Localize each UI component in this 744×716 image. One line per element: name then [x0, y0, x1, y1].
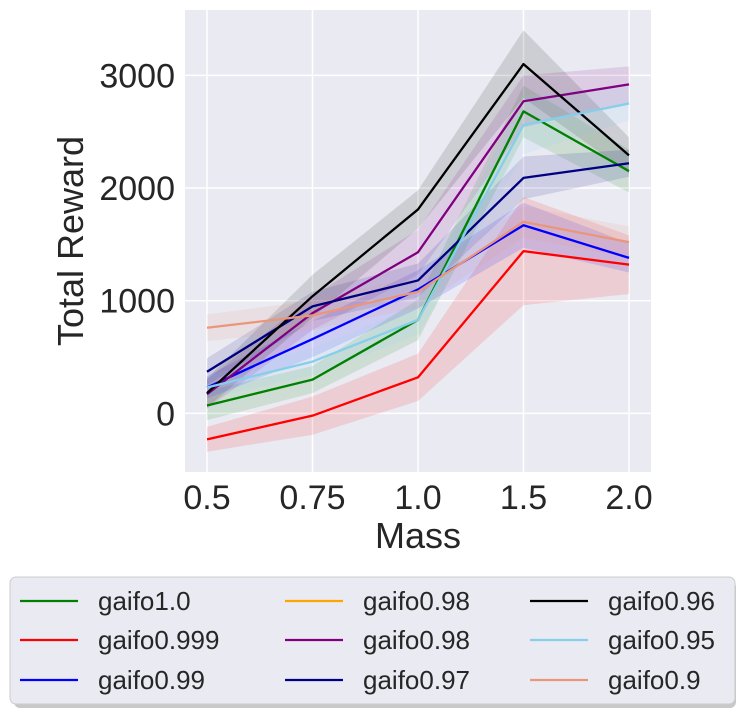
- confidence-band: [207, 66, 629, 409]
- confidence-band: [207, 85, 629, 421]
- y-tick-label: 1000: [99, 283, 175, 321]
- series-line: [206, 220, 630, 329]
- legend-label: gaifo0.999: [98, 625, 219, 655]
- series-line: [206, 224, 630, 389]
- y-tick-label: 3000: [99, 57, 175, 95]
- legend-label: gaifo0.96: [608, 586, 715, 616]
- x-axis-ticks: 0.5 0.75 1.0 1.5 2.0: [183, 479, 652, 517]
- x-tick-label: 1.5: [500, 479, 547, 517]
- series-lines: [206, 62, 630, 441]
- y-axis-label: Total Reward: [50, 136, 91, 346]
- x-axis-label: Mass: [375, 515, 461, 556]
- legend-label: gaifo0.99: [98, 665, 205, 695]
- confidence-band: [207, 197, 629, 452]
- legend-label: gaifo0.98: [363, 586, 470, 616]
- legend-label: gaifo1.0: [98, 586, 191, 616]
- x-tick-label: 1.0: [394, 479, 441, 517]
- legend-label: gaifo0.97: [363, 665, 470, 695]
- confidence-band: [207, 202, 629, 399]
- x-tick-label: 0.5: [183, 479, 230, 517]
- y-tick-label: 2000: [99, 170, 175, 208]
- legend-label: gaifo0.9: [608, 665, 701, 695]
- x-tick-label: 0.75: [279, 479, 345, 517]
- series-line: [206, 62, 630, 394]
- series-line: [206, 102, 630, 389]
- legend: gaifo1.0 gaifo0.999 gaifo0.99 gaifo0.98 gaif…: [9, 576, 736, 708]
- x-tick-label: 2.0: [605, 479, 652, 517]
- series-line: [206, 249, 630, 441]
- y-axis-ticks: 0 1000 2000 3000: [99, 57, 175, 433]
- y-tick-label: 0: [156, 395, 175, 433]
- confidence-band: [207, 149, 629, 386]
- legend-label: gaifo0.95: [608, 625, 715, 655]
- legend-label: gaifo0.98: [363, 625, 470, 655]
- grid: [185, 10, 651, 472]
